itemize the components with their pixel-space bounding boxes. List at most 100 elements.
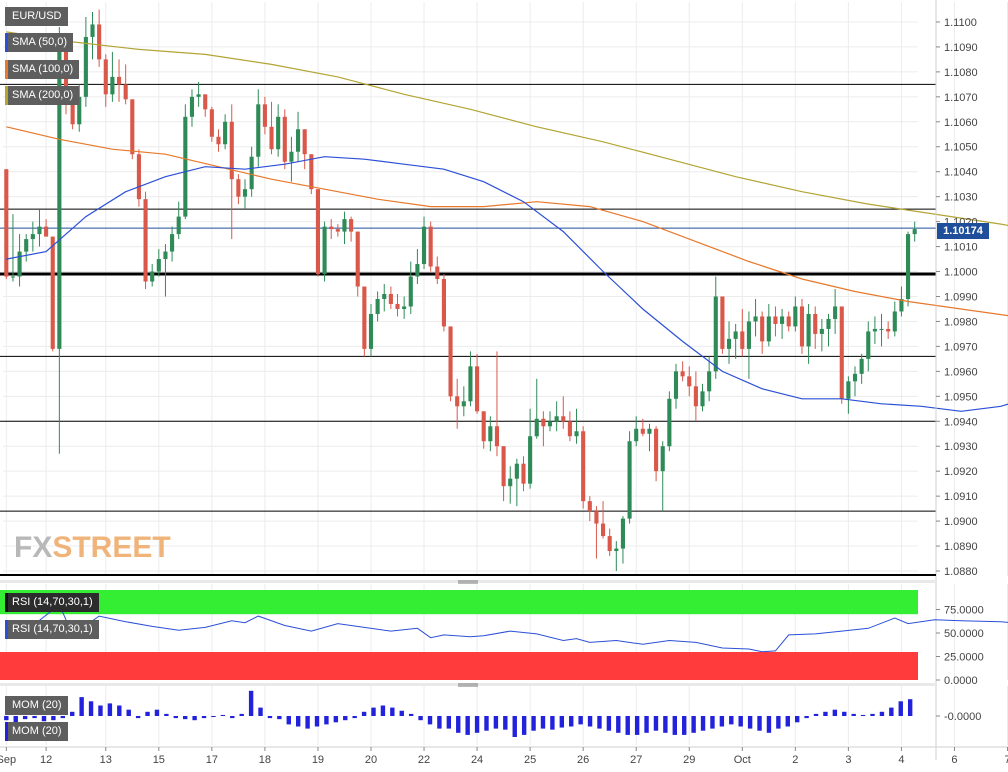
time-tick-label: 3 [845, 754, 851, 766]
momentum-bar [766, 716, 772, 733]
momentum-bar [625, 716, 630, 735]
candle-body [375, 298, 380, 314]
candle-body [534, 418, 539, 437]
momentum-bar [248, 690, 254, 716]
candle-body [183, 116, 188, 217]
momentum-bar [211, 716, 216, 718]
time-tick-label: 22 [418, 754, 430, 766]
sma100-label[interactable]: SMA (100,0) [5, 60, 80, 79]
candle-body [203, 94, 208, 110]
rsi-line-label[interactable]: RSI (14,70,30,1) [5, 620, 99, 639]
time-tick-label: 19 [312, 754, 324, 766]
mom-line-label[interactable]: MOM (20) [5, 722, 68, 741]
candle-body [673, 371, 679, 399]
time-tick-label: 18 [259, 754, 271, 766]
candle-body [899, 298, 904, 312]
candle-body [315, 189, 321, 275]
time-tick-label: 7 [1004, 754, 1008, 766]
price-tick-label: 1.0970 [944, 341, 978, 353]
candle-body [4, 169, 9, 277]
candle-body [481, 411, 486, 442]
rsi-overbought-zone [0, 590, 918, 615]
last-price-tag: 1.10174 [937, 223, 989, 239]
candle-body [44, 226, 49, 237]
time-tick-label: 2 [792, 754, 798, 766]
price-tick-label: 1.1100 [944, 17, 977, 29]
price-tick-label: 1.0890 [944, 541, 978, 553]
momentum-bar [569, 716, 574, 727]
candle-body [912, 229, 917, 235]
mom-tick-label: -0.0000 [944, 711, 981, 723]
price-tick-label: 1.1090 [944, 42, 978, 54]
momentum-bar [634, 716, 640, 735]
candle-body [554, 416, 559, 422]
candle-body [693, 386, 698, 407]
candle-body [468, 366, 473, 402]
panel-dividers[interactable] [0, 574, 936, 687]
candle-body [640, 428, 645, 434]
time-tick-label: Sep [0, 754, 16, 766]
candle-body [415, 264, 420, 277]
candle-body [647, 428, 652, 434]
candle-body [262, 104, 267, 127]
sma200-label[interactable]: SMA (200,0) [5, 86, 80, 105]
candle-body [236, 179, 241, 197]
candle-body [435, 266, 440, 280]
momentum-bar [258, 707, 263, 716]
momentum-bar [597, 716, 602, 729]
candle-body [700, 391, 705, 407]
candle-body [256, 104, 261, 157]
candle-body [780, 316, 785, 324]
candle-body [567, 421, 572, 437]
candle-body [408, 276, 413, 307]
momentum-bar [13, 716, 18, 723]
price-tick-label: 1.1010 [944, 242, 978, 254]
momentum-bar [286, 716, 291, 725]
candle-body [833, 306, 838, 319]
support-resistance-lines [0, 83, 936, 512]
momentum-bar [804, 716, 809, 719]
momentum-bar [70, 711, 75, 716]
rsi-tick-label: 0.0000 [944, 675, 978, 687]
momentum-bar [183, 716, 188, 720]
momentum-bar [813, 713, 819, 716]
candle-body [57, 46, 62, 349]
momentum-bar [41, 716, 47, 722]
momentum-bar [879, 711, 885, 716]
price-tick-label: 1.0960 [944, 366, 978, 378]
momentum-bar [493, 716, 499, 729]
time-tick-label: 24 [471, 754, 483, 766]
candle-body [130, 99, 135, 155]
candle-body [441, 279, 446, 327]
candle-body [886, 328, 891, 332]
momentum-bar [729, 716, 734, 725]
candle-body [494, 426, 500, 447]
momentum-bar [559, 716, 565, 728]
candle-body [746, 321, 751, 349]
sma50-label[interactable]: SMA (50,0) [5, 33, 74, 52]
candle-body [83, 36, 88, 97]
candle-body [223, 121, 228, 145]
momentum-bar [907, 699, 913, 716]
candle-body [813, 313, 818, 334]
candle-body [382, 293, 387, 299]
candle-body [799, 306, 805, 347]
sma50-line [6, 156, 1008, 412]
candle-body [753, 316, 758, 322]
sma200-line [6, 31, 1008, 227]
momentum-bar [333, 716, 339, 723]
price-tick-label: 1.0930 [944, 441, 978, 453]
momentum-bar [456, 716, 461, 733]
rsi-label[interactable]: RSI (14,70,30,1) [5, 593, 99, 612]
momentum-bar [324, 716, 329, 725]
symbol-label[interactable]: EUR/USD [5, 7, 68, 26]
candle-body [806, 313, 811, 347]
momentum-bar [305, 716, 310, 729]
mom-label[interactable]: MOM (20) [5, 696, 68, 715]
candle-body [541, 418, 546, 427]
candle-body [276, 116, 281, 150]
candle-body [740, 331, 745, 349]
momentum-bar [465, 716, 470, 735]
candle-body [600, 523, 606, 537]
